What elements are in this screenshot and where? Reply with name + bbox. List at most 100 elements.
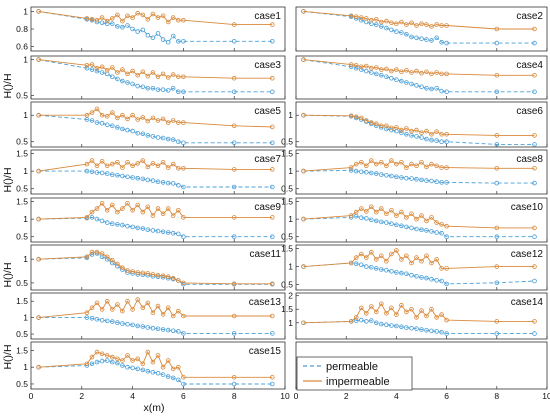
data-point-permeable: [269, 331, 275, 336]
plot-frame: [295, 197, 548, 243]
data-point-permeable: [145, 177, 151, 183]
data-point-impermeable: [414, 127, 419, 133]
data-point-impermeable: [135, 270, 141, 275]
data-point-impermeable: [36, 112, 41, 118]
data-point-impermeable: [424, 69, 429, 75]
data-point-permeable: [89, 169, 95, 175]
data-point-impermeable: [368, 304, 374, 309]
data-point-impermeable: [434, 257, 439, 262]
data-point-permeable: [135, 225, 141, 231]
data-point-permeable: [120, 78, 125, 84]
data-point-permeable: [394, 222, 399, 228]
data-point-impermeable: [384, 310, 389, 316]
data-point-impermeable: [110, 257, 115, 263]
data-point-permeable: [160, 87, 166, 92]
data-point-permeable: [269, 381, 275, 387]
data-point-impermeable: [140, 115, 146, 120]
data-point-permeable: [160, 135, 166, 141]
y-tick-label: 1: [23, 313, 28, 323]
data-point-permeable: [165, 230, 171, 235]
data-point-impermeable: [384, 163, 389, 169]
data-point-impermeable: [373, 65, 379, 70]
data-point-impermeable: [439, 71, 444, 77]
data-point-impermeable: [368, 120, 374, 125]
data-point-permeable: [150, 369, 156, 375]
y-tick-label: 0.5: [16, 184, 28, 194]
data-point-permeable: [439, 39, 444, 45]
data-point-impermeable: [424, 22, 429, 27]
data-point-impermeable: [358, 206, 364, 211]
data-point-permeable: [394, 29, 399, 34]
data-point-impermeable: [155, 163, 161, 169]
data-point-permeable: [89, 67, 95, 72]
data-point-impermeable: [176, 120, 181, 125]
data-point-permeable: [494, 280, 500, 286]
data-point-permeable: [439, 329, 444, 335]
data-point-impermeable: [269, 215, 275, 220]
data-point-impermeable: [115, 12, 120, 18]
data-point-permeable: [140, 226, 146, 231]
data-point-impermeable: [444, 317, 449, 323]
data-point-impermeable: [104, 163, 110, 169]
data-point-permeable: [170, 230, 176, 236]
data-point-permeable: [404, 175, 409, 181]
panel-title: case6: [516, 106, 543, 117]
data-point-impermeable: [414, 68, 419, 74]
data-point-impermeable: [165, 305, 171, 311]
x-tick-label: 8: [232, 391, 237, 401]
data-point-impermeable: [115, 356, 120, 362]
data-point-permeable: [150, 35, 156, 41]
data-point-permeable: [145, 227, 151, 233]
subplot-case2: case2: [295, 6, 548, 52]
data-point-permeable: [150, 86, 156, 91]
series-line-permeable: [38, 10, 273, 43]
y-tick-label: 1: [23, 6, 28, 16]
data-point-impermeable: [378, 253, 384, 259]
data-point-impermeable: [84, 161, 90, 167]
data-point-impermeable: [160, 211, 166, 217]
y-tick-label: 0.5: [281, 137, 293, 147]
data-point-impermeable: [301, 320, 306, 326]
subplot-case4: case4: [295, 55, 548, 100]
data-point-permeable: [104, 171, 110, 176]
data-point-impermeable: [36, 9, 41, 14]
data-point-impermeable: [394, 213, 399, 218]
data-point-impermeable: [125, 160, 130, 165]
data-point-permeable: [231, 184, 237, 190]
data-point-impermeable: [125, 116, 130, 122]
data-point-impermeable: [373, 209, 379, 215]
data-point-permeable: [135, 366, 141, 372]
data-point-permeable: [419, 135, 424, 140]
data-point-permeable: [419, 327, 424, 332]
data-point-impermeable: [181, 120, 186, 125]
data-point-impermeable: [110, 110, 115, 115]
data-point-impermeable: [353, 63, 359, 68]
data-point-permeable: [414, 326, 419, 332]
data-point-permeable: [424, 86, 429, 91]
data-point-permeable: [155, 135, 161, 140]
subplot-case5: 0.5 1 case5: [16, 101, 286, 148]
data-point-impermeable: [160, 13, 166, 19]
data-point-impermeable: [84, 215, 90, 220]
data-point-permeable: [115, 222, 120, 227]
data-point-impermeable: [409, 70, 414, 75]
data-point-permeable: [434, 35, 439, 41]
data-point-impermeable: [176, 208, 181, 213]
data-point-permeable: [434, 329, 439, 334]
y-tick-label: 0.5: [281, 280, 293, 290]
data-point-impermeable: [414, 315, 419, 320]
data-point-permeable: [434, 86, 439, 91]
data-point-impermeable: [165, 75, 171, 80]
data-point-permeable: [363, 319, 369, 324]
data-point-impermeable: [145, 118, 151, 124]
data-point-permeable: [368, 170, 374, 176]
data-point-permeable: [150, 178, 156, 183]
data-point-permeable: [389, 27, 394, 33]
data-point-permeable: [99, 120, 105, 126]
data-point-impermeable: [130, 68, 135, 74]
data-point-permeable: [115, 173, 120, 178]
data-point-impermeable: [99, 159, 105, 164]
data-point-permeable: [181, 140, 186, 146]
data-point-permeable: [348, 168, 354, 173]
data-point-impermeable: [424, 128, 429, 134]
